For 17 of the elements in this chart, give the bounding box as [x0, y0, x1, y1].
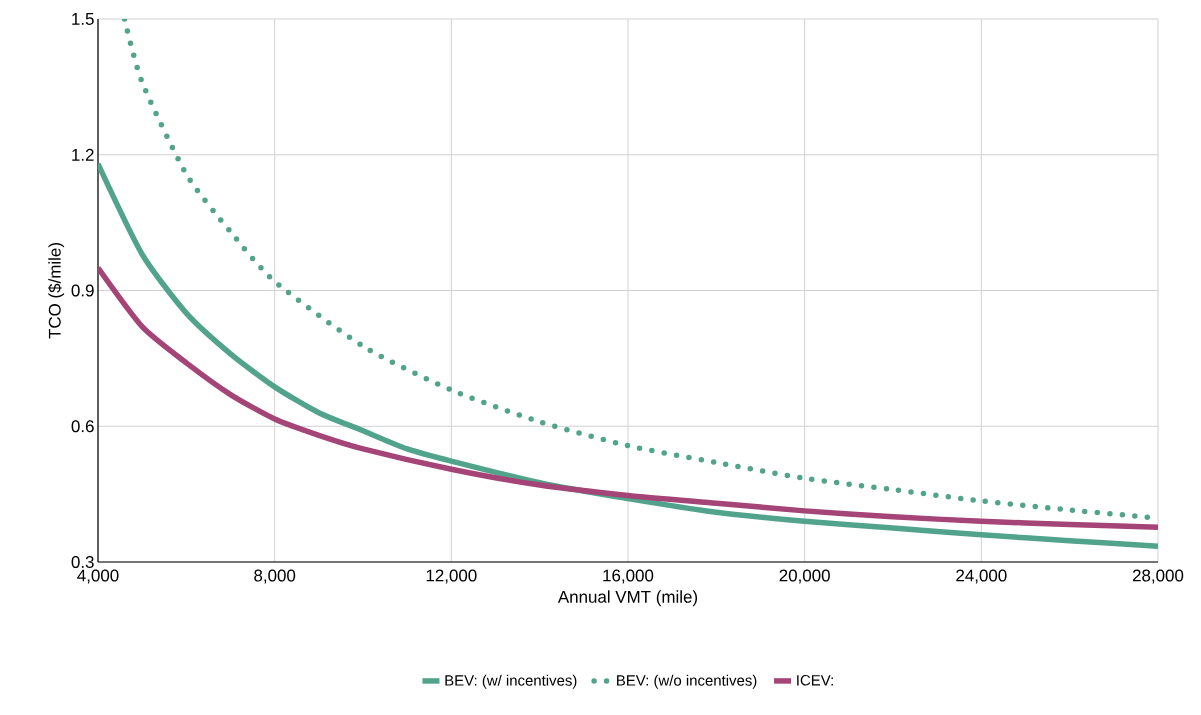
legend-label: BEV: (w/ incentives) [445, 674, 577, 689]
y-tick-label: 1.5 [72, 13, 94, 25]
legend-label: BEV: (w/o incentives) [617, 674, 757, 689]
x-axis-title: Annual VMT (mile) [557, 590, 698, 607]
y-tick-label: 1.2 [72, 148, 94, 161]
legend-label: ICEV: [797, 674, 833, 686]
x-tick-label: 8,000 [254, 569, 296, 584]
x-tick-label: 24,000 [956, 569, 1007, 584]
x-tick-label: 12,000 [426, 569, 477, 584]
y-tick-label: 0.9 [71, 284, 94, 297]
x-tick-label: 28,000 [1132, 569, 1184, 584]
y-axis-title: TCO ($/mile) [48, 243, 65, 339]
x-tick-label: 20,000 [779, 569, 830, 584]
y-tick-label: 0.3 [71, 556, 94, 568]
x-tick-label: 16,000 [603, 569, 654, 584]
x-tick-label: 4,000 [77, 569, 119, 584]
y-tick-label: 0.6 [71, 420, 94, 433]
